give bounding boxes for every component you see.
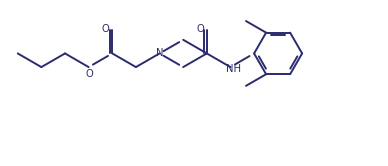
Text: O: O <box>102 24 110 35</box>
Text: NH: NH <box>225 64 241 74</box>
Text: O: O <box>85 69 93 79</box>
Text: O: O <box>196 24 204 35</box>
Text: N: N <box>156 48 163 58</box>
